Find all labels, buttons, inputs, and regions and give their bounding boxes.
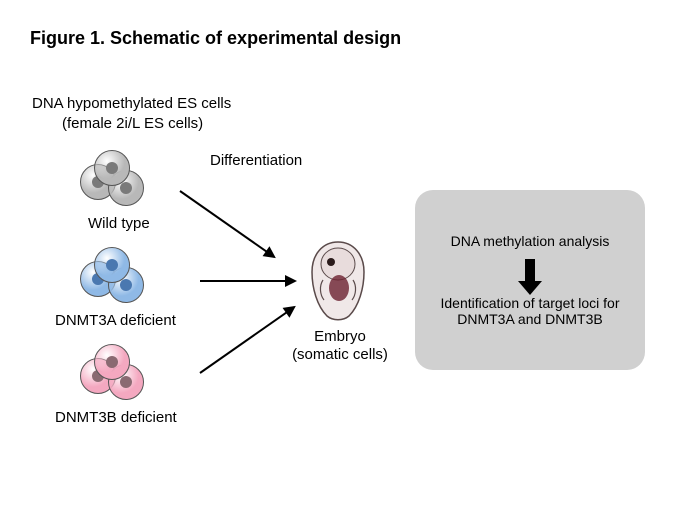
embryo-label-1: Embryo: [290, 328, 390, 345]
embryo-inner: [329, 275, 349, 301]
embryo-label-2: (somatic cells): [280, 346, 400, 363]
cell-cluster-dnmt3b: [80, 344, 150, 404]
cell-cluster-dnmt3a: [80, 247, 150, 307]
nucleus: [120, 182, 132, 194]
nucleus: [106, 259, 118, 271]
nucleus: [120, 279, 132, 291]
result-line-2b: DNMT3A and DNMT3B: [457, 311, 602, 327]
subtitle-line-1: DNA hypomethylated ES cells: [32, 95, 231, 112]
arrow-dnmt3a: [200, 280, 295, 282]
cell-cluster-wild-type: [80, 150, 150, 210]
embryo-icon: [303, 238, 373, 323]
cell: [94, 150, 130, 186]
figure-title: Figure 1. Schematic of experimental desi…: [30, 28, 401, 49]
nucleus: [106, 356, 118, 368]
nucleus: [106, 162, 118, 174]
arrow-dnmt3b: [199, 306, 294, 374]
arrow-wild-type: [179, 190, 274, 258]
result-box: DNA methylation analysis Identification …: [415, 190, 645, 370]
subtitle-line-2: (female 2i/L ES cells): [62, 115, 203, 132]
cell: [94, 247, 130, 283]
differentiation-label: Differentiation: [210, 152, 302, 169]
result-line-1: DNA methylation analysis: [451, 233, 610, 249]
cell: [94, 344, 130, 380]
label-wild-type: Wild type: [88, 215, 150, 232]
label-dnmt3b: DNMT3B deficient: [55, 409, 177, 426]
embryo-eye: [327, 258, 335, 266]
nucleus: [120, 376, 132, 388]
result-line-2a: Identification of target loci for: [441, 295, 620, 311]
label-dnmt3a: DNMT3A deficient: [55, 312, 176, 329]
